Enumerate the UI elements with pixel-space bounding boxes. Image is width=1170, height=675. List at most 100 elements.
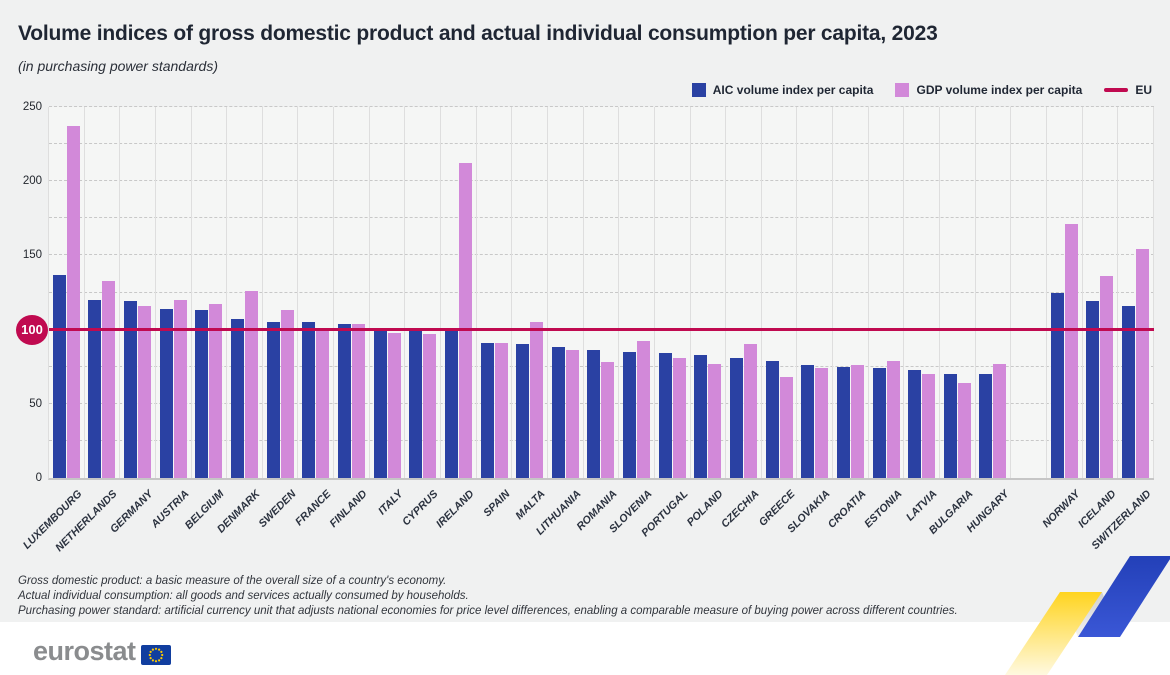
bar-group-bulgaria: [940, 107, 976, 478]
bar-group-switzerland: [1118, 107, 1154, 478]
bar-group-croatia: [833, 107, 869, 478]
gdp-bar-malta: [530, 322, 544, 478]
legend-item-aic: AIC volume index per capita: [691, 83, 873, 97]
gridline: [49, 291, 1154, 293]
eu-flag-icon: [140, 645, 171, 665]
bar-group-latvia: [904, 107, 941, 478]
gdp-bar-portugal: [672, 357, 686, 478]
gdp-bar-finland: [351, 323, 365, 478]
aic-bar-norway: [1050, 292, 1064, 478]
footer-strip: [0, 622, 1170, 675]
gdp-bar-romania: [601, 362, 615, 478]
legend-label-gdp: GDP volume index per capita: [916, 83, 1083, 97]
legend-item-gdp: GDP volume index per capita: [895, 83, 1082, 97]
gdp-bar-lithuania: [565, 350, 579, 478]
bar-group-lithuania: [548, 107, 584, 478]
y-tick-label: 0: [35, 472, 42, 484]
bar-group-norway: [1047, 107, 1083, 478]
eurostat-ribbon-decoration-icon: [1005, 556, 1170, 675]
bar-group-hungary: [976, 107, 1012, 478]
gdp-bar-austria: [173, 299, 187, 478]
gridline: [49, 217, 1154, 219]
country-label-norway: NORWAY: [1040, 488, 1083, 531]
country-label-croatia: CROATIA: [825, 488, 869, 531]
legend-item-eu: EU: [1104, 83, 1152, 97]
y-tick-label: 250: [22, 101, 42, 113]
aic-bar-slovenia: [623, 351, 637, 478]
aic-bar-netherlands: [88, 299, 102, 478]
bar-group-denmark: [227, 107, 263, 478]
aic-swatch-icon: [691, 83, 706, 97]
aic-bar-luxembourg: [52, 274, 66, 478]
country-label-netherlands: NETHERLANDS: [53, 488, 120, 555]
gdp-bar-switzerland: [1136, 249, 1150, 478]
bar-group-cyprus: [405, 107, 442, 478]
country-label-estonia: ESTONIA: [861, 488, 905, 531]
gdp-bar-croatia: [850, 365, 864, 478]
gdp-bar-luxembourg: [66, 126, 80, 478]
bar-group-germany: [120, 107, 156, 478]
y-tick-label: 50: [29, 397, 42, 410]
bar-chart-plot-area: 100: [16, 106, 1154, 480]
country-label-luxembourg: LUXEMBOURG: [20, 488, 85, 552]
chart-footnotes: Gross domestic product: a basic measure …: [18, 574, 958, 618]
country-label-czechia: CZECHIA: [719, 488, 762, 531]
aic-bar-estonia: [872, 368, 886, 478]
footnote-gdp: Gross domestic product: a basic measure …: [18, 575, 447, 587]
bar-group-portugal: [655, 107, 691, 478]
aic-bar-ireland: [444, 331, 458, 478]
bar-group-czechia: [726, 107, 762, 478]
gdp-swatch-icon: [895, 83, 910, 97]
bar-group-luxembourg: [49, 107, 85, 478]
gdp-bar-italy: [387, 332, 401, 478]
aic-bar-slovakia: [801, 365, 815, 478]
bar-group-sweden: [263, 107, 299, 478]
bar-group-iceland: [1083, 107, 1119, 478]
gdp-bar-czechia: [743, 344, 757, 478]
gdp-bar-iceland: [1100, 276, 1114, 478]
eu-reference-line: [49, 328, 1154, 332]
gdp-bar-poland: [708, 363, 722, 478]
bar-group-ireland: [441, 107, 477, 478]
aic-bar-denmark: [231, 319, 245, 478]
gdp-bar-slovakia: [815, 368, 829, 478]
aic-bar-malta: [516, 344, 530, 478]
bar-group-slovakia: [797, 107, 834, 478]
bar-group-poland: [691, 107, 727, 478]
bar-group-france: [298, 107, 335, 478]
footnote-aic: Actual individual consumption: all goods…: [18, 589, 469, 602]
chart-legend: AIC volume index per capita GDP volume i…: [691, 83, 1152, 97]
aic-bar-hungary: [979, 374, 993, 478]
gdp-bar-estonia: [886, 360, 900, 478]
bar-group-belgium: [192, 107, 228, 478]
bar-group-slovenia: [619, 107, 655, 478]
eu-line-swatch-icon: [1104, 88, 1129, 92]
country-label-italy: ITALY: [375, 488, 406, 518]
page-title: Volume indices of gross domestic product…: [18, 22, 938, 45]
legend-label-eu: EU: [1135, 83, 1152, 97]
country-label-ireland: IRELAND: [433, 488, 477, 531]
gdp-bar-latvia: [922, 374, 936, 478]
aic-bar-croatia: [836, 366, 850, 478]
aic-bar-italy: [373, 331, 387, 478]
gridline: [49, 106, 1154, 107]
gridline: [49, 254, 1154, 256]
eu-100-badge: 100: [16, 314, 48, 345]
gdp-bar-sweden: [280, 310, 294, 478]
aic-bar-portugal: [658, 353, 672, 478]
gdp-bar-greece: [779, 377, 793, 478]
gdp-bar-cyprus: [423, 334, 437, 478]
bar-group-estonia: [869, 107, 905, 478]
aic-bar-poland: [694, 354, 708, 478]
gridline: [49, 180, 1154, 182]
bar-group-finland: [334, 107, 370, 478]
country-label-finland: FINLAND: [327, 488, 370, 530]
aic-bar-greece: [765, 360, 779, 478]
aic-bar-austria: [159, 308, 173, 478]
gridline: [49, 143, 1154, 145]
x-axis-country-labels: LUXEMBOURG NETHERLANDS GERMANY AUSTRIA BELGI…: [21, 480, 1154, 575]
gdp-bar-germany: [138, 305, 152, 478]
bar-group-romania: [584, 107, 620, 478]
country-label-spain: SPAIN: [480, 488, 513, 520]
